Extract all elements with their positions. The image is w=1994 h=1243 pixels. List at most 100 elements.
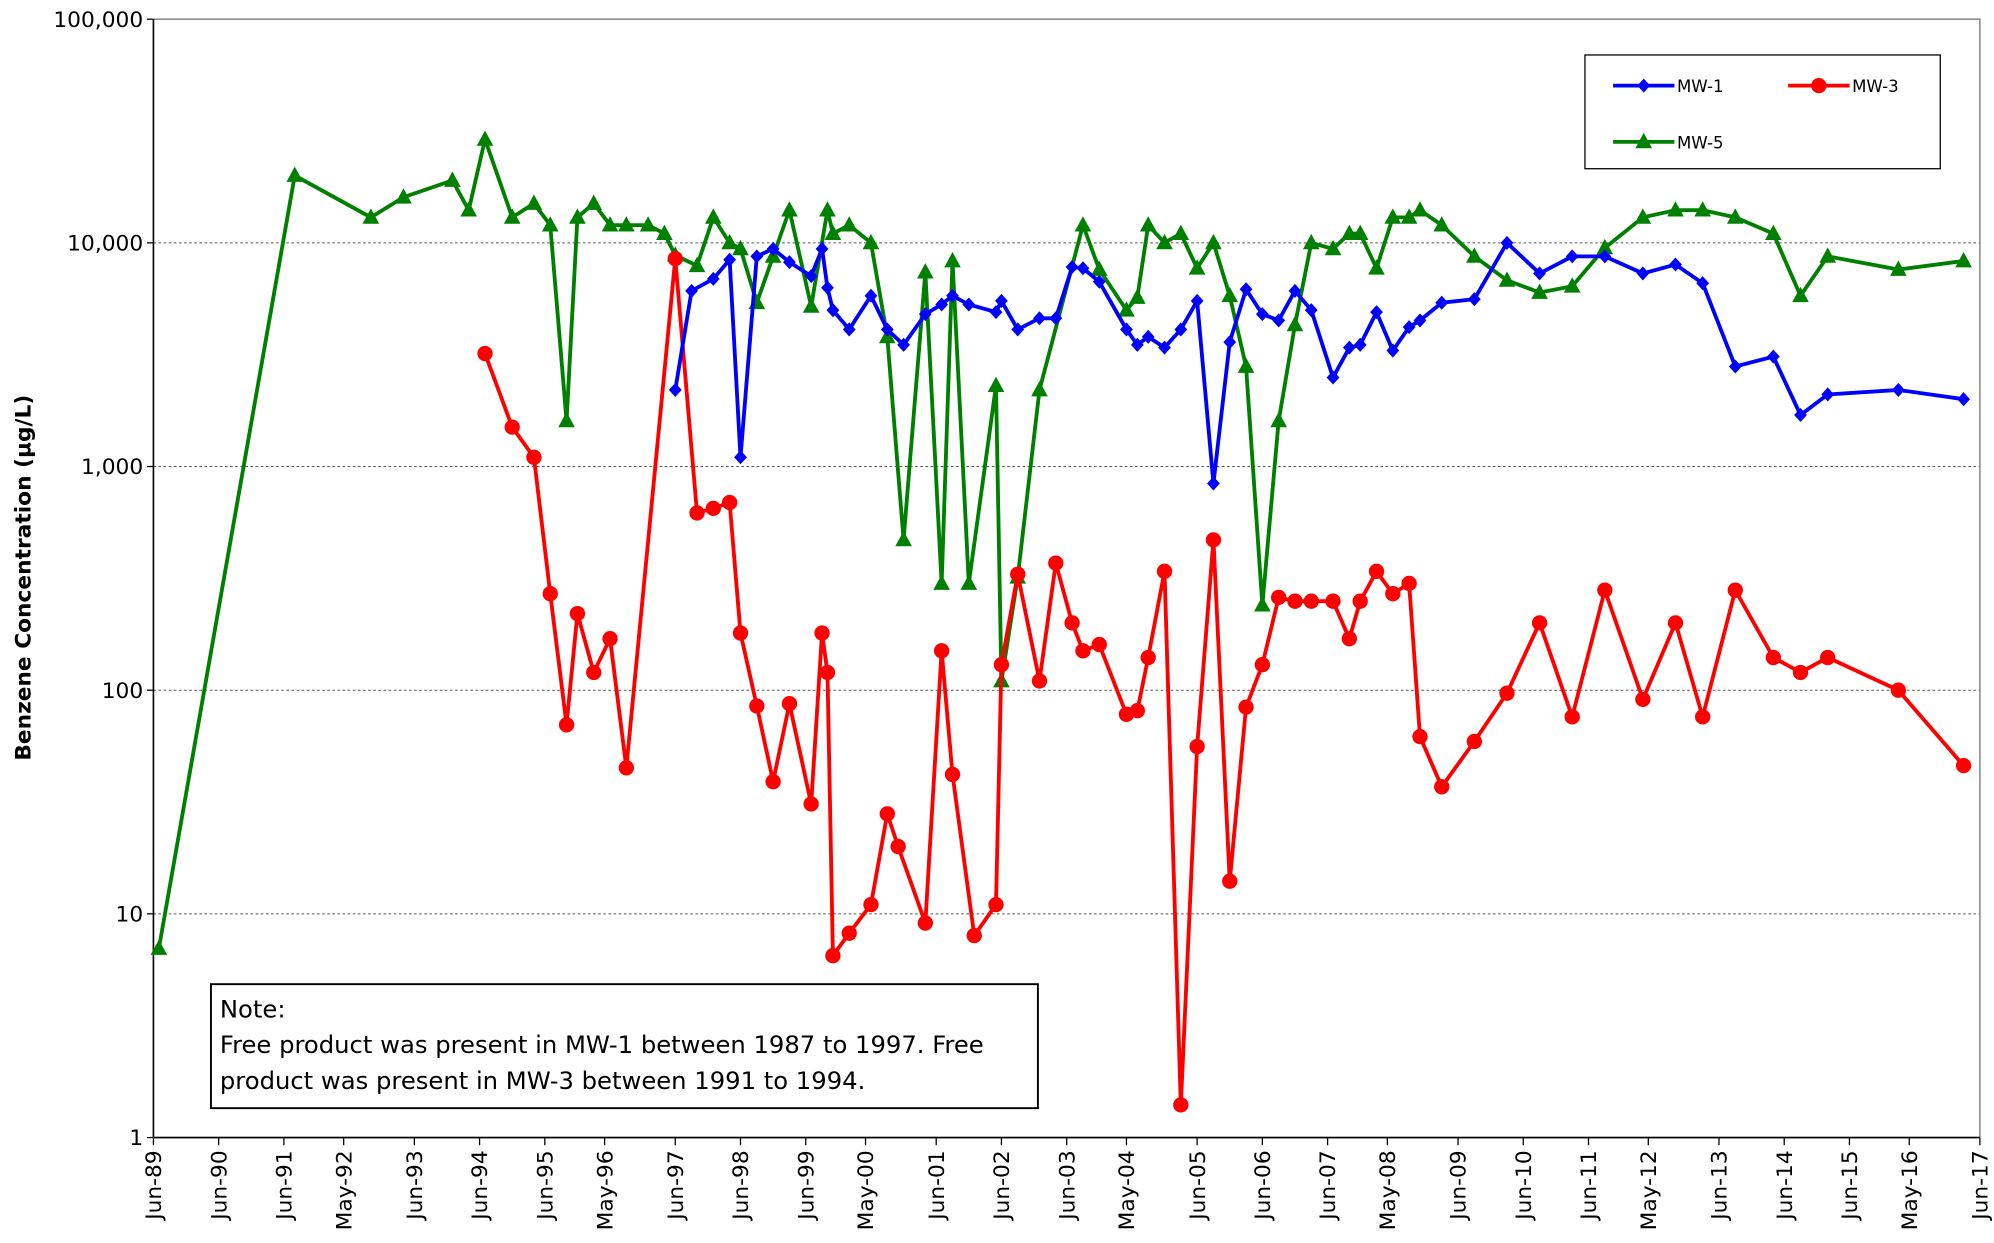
marker bbox=[1129, 703, 1145, 719]
marker bbox=[1270, 411, 1287, 428]
marker bbox=[689, 505, 705, 521]
marker bbox=[1401, 575, 1417, 592]
marker bbox=[749, 698, 765, 714]
marker bbox=[734, 450, 747, 465]
y-axis-label: Benzene Concentration (µg/L) bbox=[12, 395, 37, 761]
marker bbox=[541, 216, 559, 232]
marker bbox=[1238, 699, 1254, 715]
x-tick-label: Jun-03 bbox=[1055, 1150, 1080, 1221]
marker bbox=[362, 208, 380, 224]
x-tick-label: Jun-17 bbox=[1969, 1150, 1994, 1221]
marker bbox=[895, 530, 912, 547]
marker bbox=[1820, 649, 1836, 666]
marker bbox=[1413, 313, 1427, 328]
marker bbox=[721, 233, 738, 250]
marker bbox=[1074, 216, 1092, 232]
marker bbox=[1158, 340, 1171, 355]
marker bbox=[1531, 615, 1548, 631]
marker bbox=[1531, 283, 1548, 299]
marker bbox=[819, 664, 836, 681]
x-tick-label: May-16 bbox=[1898, 1150, 1923, 1230]
marker bbox=[917, 915, 933, 931]
legend-label: MW-5 bbox=[1677, 133, 1724, 152]
marker bbox=[802, 297, 820, 313]
marker bbox=[944, 766, 961, 783]
marker bbox=[1129, 288, 1146, 304]
marker bbox=[989, 305, 1003, 320]
marker bbox=[1139, 216, 1157, 232]
marker bbox=[1765, 649, 1781, 666]
marker bbox=[1156, 233, 1173, 250]
marker bbox=[815, 241, 829, 256]
y-tick-label: 10,000 bbox=[67, 232, 143, 257]
marker bbox=[1254, 596, 1271, 612]
x-tick-label: Jun-89 bbox=[142, 1150, 167, 1221]
marker bbox=[1728, 359, 1742, 374]
marker bbox=[1352, 593, 1368, 609]
marker bbox=[995, 293, 1008, 308]
note-line: Free product was present in MW-1 between… bbox=[220, 1030, 984, 1059]
marker bbox=[586, 664, 602, 681]
legend-frame bbox=[1584, 54, 1941, 170]
marker bbox=[1955, 757, 1972, 774]
marker bbox=[840, 216, 858, 232]
marker bbox=[1140, 649, 1156, 666]
marker bbox=[1564, 709, 1580, 725]
marker bbox=[1288, 283, 1302, 298]
marker bbox=[1010, 566, 1026, 582]
marker bbox=[1156, 563, 1173, 579]
x-tick-label: Jun-14 bbox=[1773, 1150, 1798, 1221]
marker bbox=[841, 925, 857, 941]
marker bbox=[477, 345, 493, 362]
marker bbox=[1635, 691, 1651, 708]
note-line: product was present in MW-3 between 1991… bbox=[220, 1066, 865, 1095]
marker bbox=[395, 188, 412, 204]
marker bbox=[1287, 593, 1303, 609]
marker bbox=[863, 896, 879, 913]
y-tick-label: 100 bbox=[102, 679, 143, 704]
marker bbox=[1563, 277, 1581, 293]
marker bbox=[1498, 271, 1516, 287]
marker bbox=[1351, 224, 1369, 240]
marker bbox=[150, 939, 168, 955]
marker bbox=[1286, 315, 1304, 332]
marker bbox=[890, 838, 906, 855]
x-tick-label: May-92 bbox=[332, 1150, 357, 1230]
marker bbox=[504, 419, 520, 435]
marker bbox=[688, 256, 706, 273]
marker bbox=[558, 717, 575, 733]
x-tick-label: Jun-09 bbox=[1447, 1150, 1472, 1221]
marker bbox=[1091, 636, 1107, 653]
x-tick-label: Jun-94 bbox=[468, 1150, 493, 1221]
marker bbox=[618, 216, 635, 232]
marker bbox=[1368, 563, 1385, 579]
marker bbox=[444, 171, 461, 187]
marker bbox=[1596, 238, 1614, 255]
marker bbox=[1766, 349, 1780, 364]
marker bbox=[1667, 615, 1684, 631]
marker bbox=[1325, 593, 1341, 609]
note-title: Note: bbox=[220, 994, 286, 1023]
x-tick-label: Jun-15 bbox=[1838, 1150, 1863, 1221]
marker bbox=[804, 269, 818, 284]
marker bbox=[781, 201, 798, 217]
marker bbox=[732, 239, 749, 256]
marker bbox=[879, 806, 895, 822]
marker bbox=[1727, 582, 1743, 598]
marker bbox=[814, 625, 830, 641]
legend-label: MW-1 bbox=[1677, 77, 1724, 96]
marker bbox=[862, 233, 880, 250]
marker bbox=[1694, 709, 1711, 725]
marker bbox=[1302, 233, 1320, 250]
marker bbox=[1765, 224, 1782, 240]
marker bbox=[542, 586, 558, 602]
y-tick-label: 1 bbox=[129, 1126, 143, 1151]
plot-area: 1 10 100 1,000 10,000 100,000 Jun-89 Jun-90 Jun-… bbox=[53, 8, 1993, 1230]
marker bbox=[1272, 313, 1286, 328]
marker bbox=[1385, 586, 1401, 602]
x-tick-label: Jun-02 bbox=[990, 1150, 1015, 1221]
marker bbox=[1667, 201, 1684, 217]
x-tick-label: Jun-13 bbox=[1708, 1150, 1733, 1221]
marker bbox=[1221, 286, 1239, 303]
marker bbox=[525, 194, 543, 210]
